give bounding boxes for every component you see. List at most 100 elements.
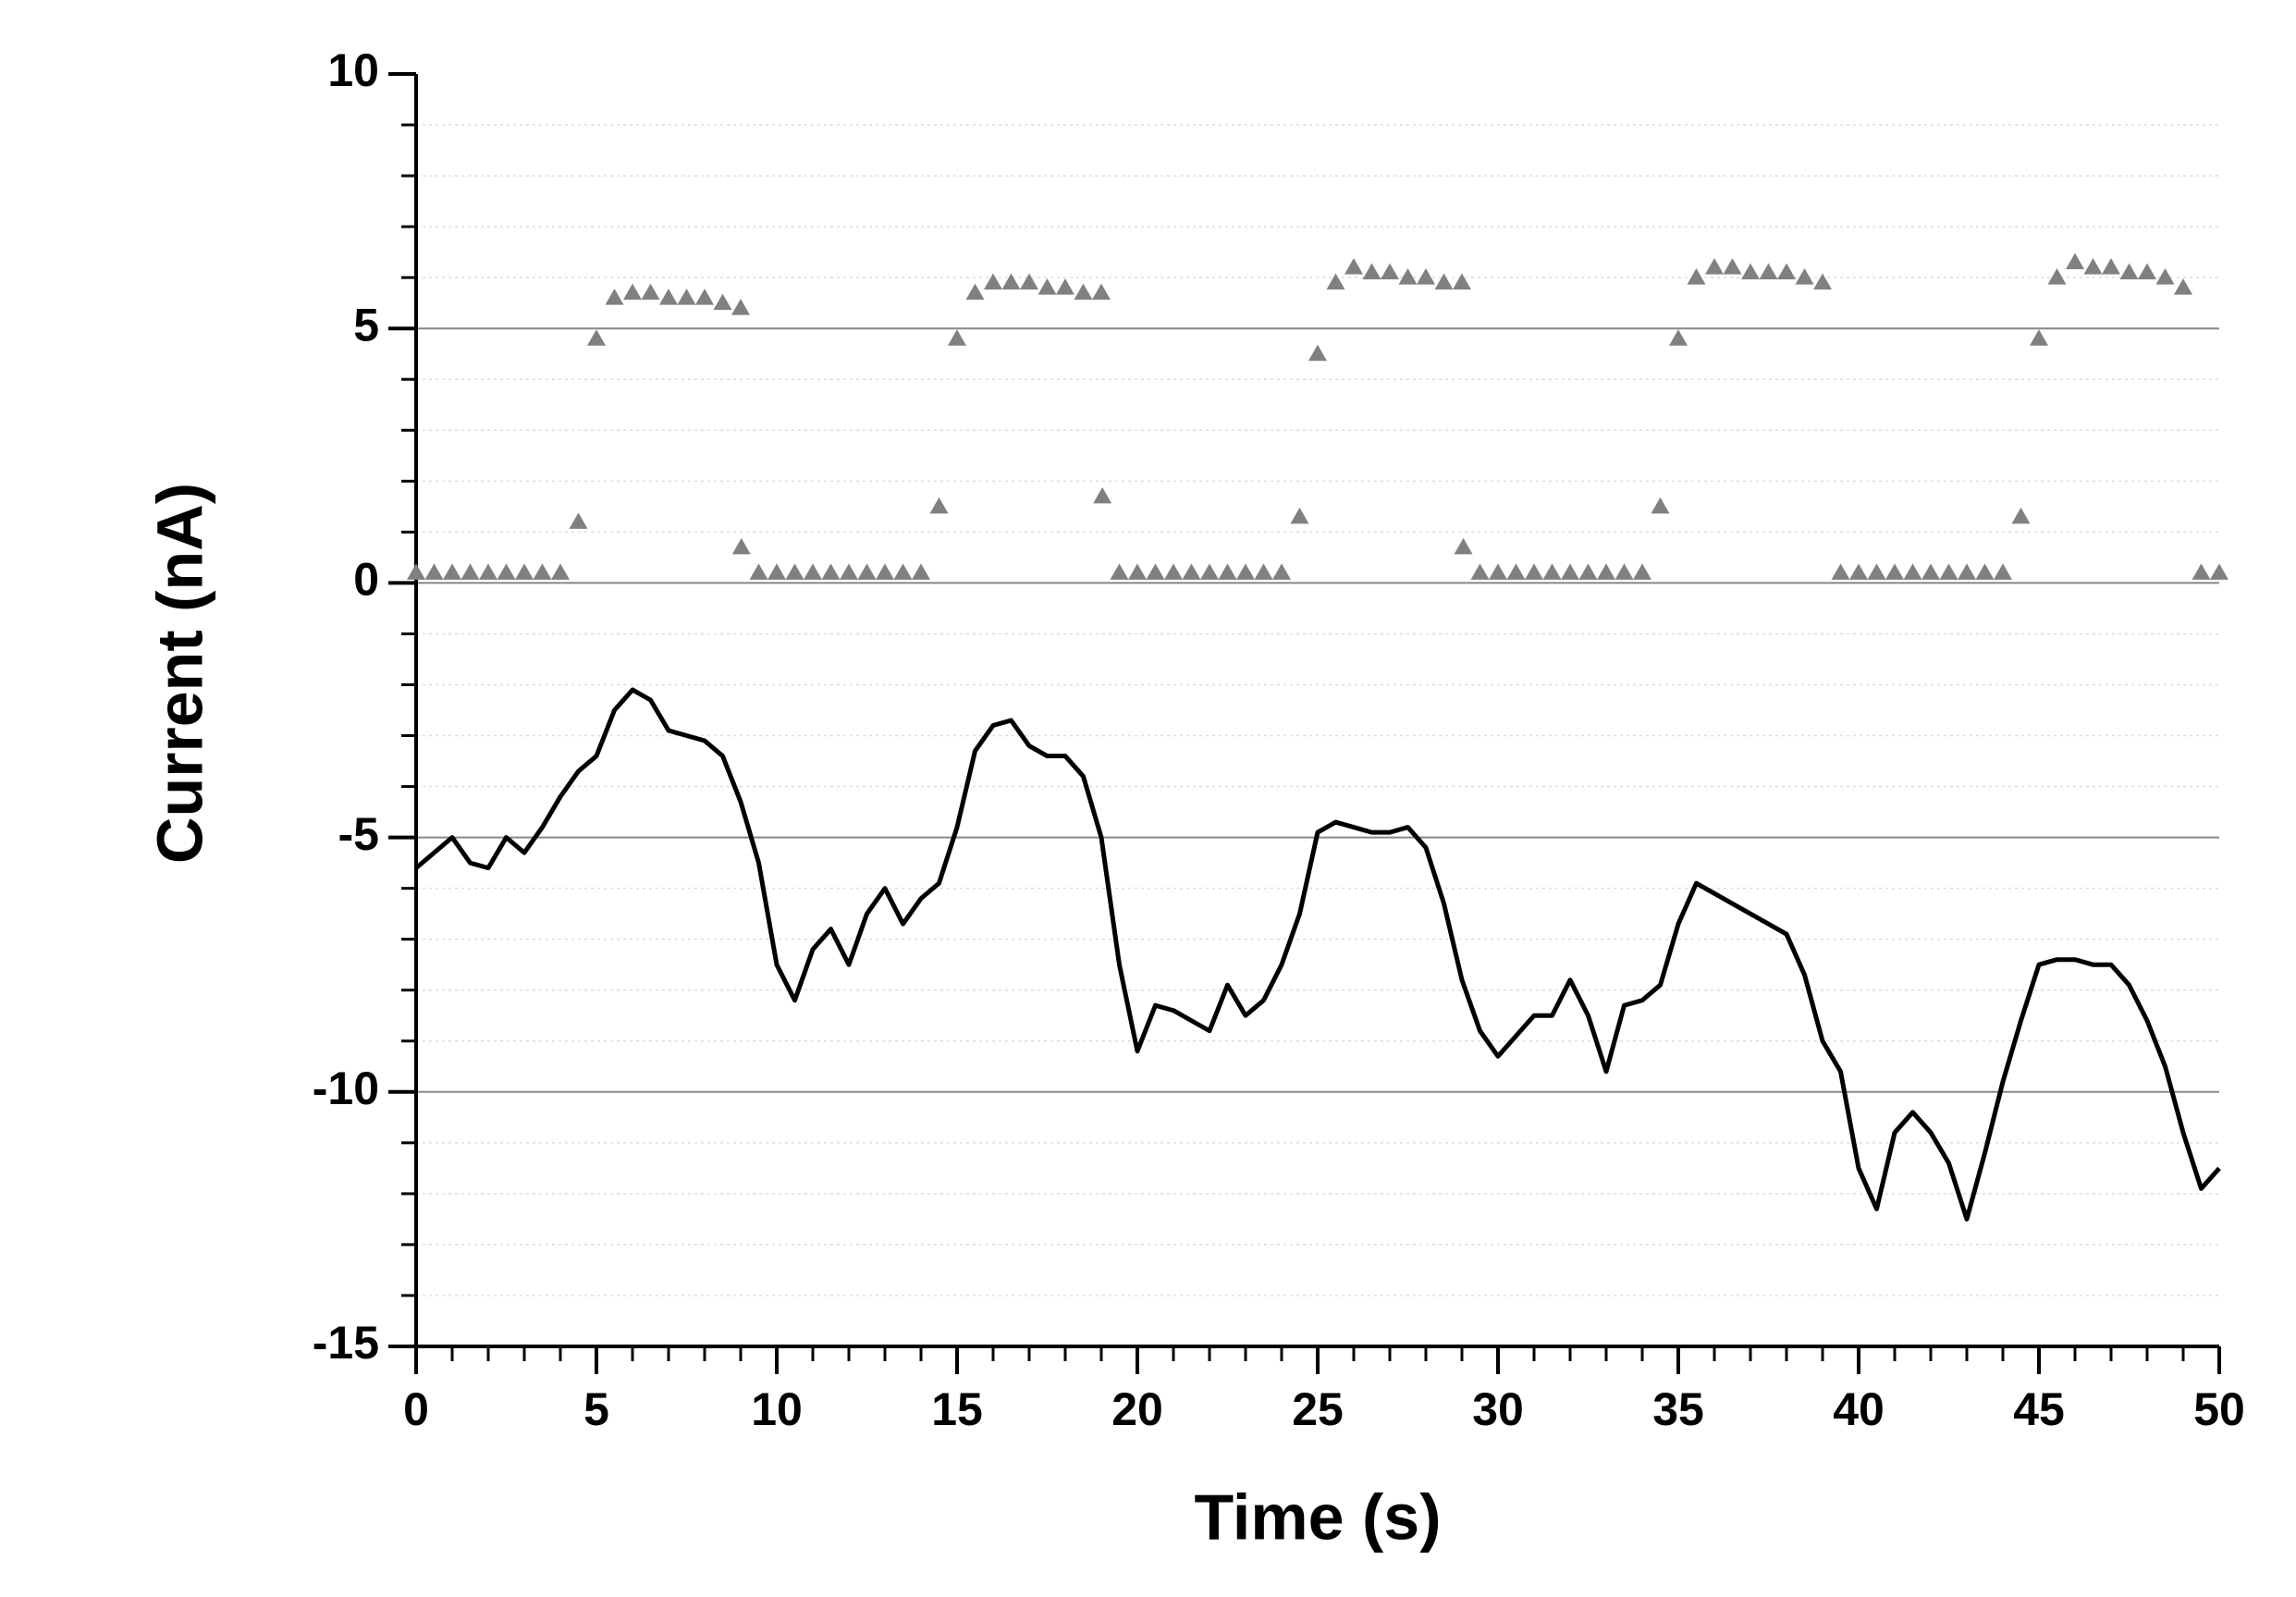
triangle-marker [893, 563, 913, 580]
triangle-marker [1723, 258, 1742, 275]
triangle-marker [749, 563, 768, 580]
triangle-marker [1831, 563, 1850, 580]
triangle-marker [1236, 563, 1255, 580]
triangle-marker [821, 563, 841, 580]
triangle-marker [1633, 563, 1651, 580]
triangle-marker [1128, 563, 1147, 580]
y-tick-label: 5 [353, 299, 379, 350]
triangle-marker [1542, 563, 1562, 580]
triangle-marker [2192, 563, 2211, 580]
triangle-marker [695, 289, 714, 305]
triangle-marker [1308, 344, 1327, 362]
triangle-marker [1615, 563, 1634, 580]
triangle-marker [731, 299, 750, 315]
triangle-marker [497, 563, 516, 580]
triangle-marker [1218, 563, 1237, 580]
triangle-marker [551, 563, 570, 580]
y-tick-label: -10 [313, 1063, 379, 1114]
triangle-marker [2155, 268, 2175, 285]
triangle-marker [1958, 563, 1976, 580]
triangle-marker [965, 283, 985, 301]
triangle-marker [1290, 507, 1309, 524]
triangle-marker [1344, 258, 1363, 275]
triangle-marker [1922, 563, 1940, 580]
triangle-marker [659, 289, 678, 305]
triangle-marker [1110, 563, 1129, 580]
triangle-marker [984, 273, 1002, 290]
triangle-marker [2066, 252, 2084, 270]
triangle-marker [2047, 268, 2067, 285]
x-tick-label: 20 [1111, 1383, 1163, 1435]
y-tick-label: -15 [313, 1317, 379, 1369]
triangle-marker [1669, 329, 1688, 346]
x-tick-label: 0 [403, 1383, 429, 1435]
triangle-marker [785, 563, 804, 580]
triangle-marker [1417, 268, 1435, 285]
triangle-marker [1759, 263, 1778, 280]
line [414, 687, 2221, 1222]
triangle-marker [1056, 278, 1074, 295]
x-tick-label: 40 [1833, 1383, 1885, 1435]
triangle-marker [1849, 563, 1868, 580]
triangle-marker [2119, 263, 2139, 280]
triangle-marker [840, 563, 858, 580]
triangle-marker [1885, 563, 1904, 580]
triangle-marker [623, 283, 642, 301]
triangle-marker [1092, 283, 1111, 301]
y-tick-label: 0 [353, 554, 379, 606]
x-tick-label: 15 [931, 1383, 983, 1435]
x-tick-label: 50 [2193, 1383, 2245, 1435]
triangle-marker [1561, 563, 1579, 580]
x-tick-label: 30 [1472, 1383, 1524, 1435]
triangle-marker [1182, 563, 1201, 580]
triangle-marker [569, 512, 588, 529]
triangle-marker [1037, 278, 1057, 295]
triangle-marker [1903, 563, 1922, 580]
triangle-marker [1651, 497, 1670, 514]
triangle-marker [1489, 563, 1507, 580]
triangle-marker [533, 563, 552, 580]
x-tick-label: 25 [1292, 1383, 1344, 1435]
triangle-marker [1453, 273, 1471, 290]
triangle-marker [1001, 273, 1021, 290]
triangle-marker [1506, 563, 1526, 580]
y-tick-label: 10 [327, 44, 379, 96]
x-tick-label: 5 [583, 1383, 609, 1435]
triangle-marker [929, 497, 949, 514]
triangle-marker [605, 289, 624, 305]
x-axis-title: Time (s) [1194, 1480, 1441, 1553]
triangle-marker [1381, 263, 1399, 280]
triangle-marker [1578, 563, 1598, 580]
triangle-marker [857, 563, 877, 580]
triangle-marker [1795, 268, 1814, 285]
triangle-marker [2102, 258, 2120, 275]
triangle-marker [1454, 537, 1473, 555]
triangle-marker [1867, 563, 1886, 580]
y-axis-title: Current (nA) [143, 483, 215, 864]
triangle-marker [1597, 563, 1615, 580]
triangle-marker [1687, 268, 1706, 285]
triangle-marker [1254, 563, 1273, 580]
triangle-marker [2030, 329, 2048, 346]
triangle-marker [767, 563, 786, 580]
triangle-marker [1434, 273, 1454, 290]
triangle-marker [1741, 263, 1760, 280]
triangle-marker [1777, 263, 1796, 280]
triangle-marker [1398, 268, 1418, 285]
triangle-marker [713, 293, 732, 311]
triangle-marker [1074, 283, 1093, 301]
triangle-marker [2083, 258, 2103, 275]
triangle-marker [1164, 563, 1183, 580]
x-tick-label: 45 [2013, 1383, 2065, 1435]
triangle-marker [2174, 278, 2192, 295]
triangle-marker [1705, 258, 1724, 275]
triangle-marker [876, 563, 894, 580]
triangle-marker [1200, 563, 1219, 580]
triangle-marker [1975, 563, 1995, 580]
y-tick-label: -5 [338, 808, 379, 860]
triangle-marker [2138, 263, 2156, 280]
triangle-marker [587, 329, 606, 346]
triangle-marker [1813, 273, 1832, 290]
triangle-marker [948, 329, 966, 346]
